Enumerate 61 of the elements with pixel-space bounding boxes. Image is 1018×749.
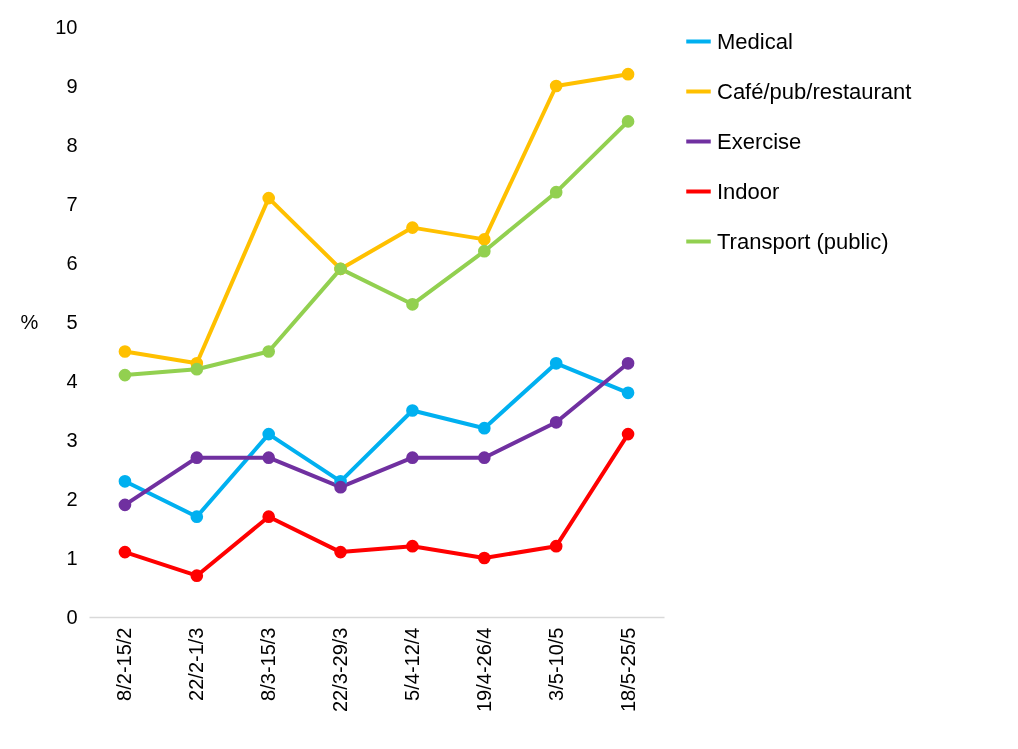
point bbox=[549, 185, 563, 199]
legend-label: Medical bbox=[717, 28, 793, 54]
legend-label: Café/pub/restaurant bbox=[717, 78, 912, 104]
point bbox=[190, 451, 204, 465]
x-tick-label: 8/3-15/3 bbox=[257, 627, 280, 701]
x-tick-label: 22/3-29/3 bbox=[329, 627, 352, 713]
point bbox=[406, 539, 419, 553]
point bbox=[549, 356, 563, 370]
point bbox=[406, 297, 419, 311]
point bbox=[406, 221, 419, 234]
legend-label: Indoor bbox=[717, 178, 780, 204]
point bbox=[262, 427, 276, 441]
x-tick-label: 18/5-25/5 bbox=[616, 627, 639, 713]
point bbox=[262, 451, 276, 465]
x-tick-label: 5/4-12/4 bbox=[400, 627, 423, 701]
point bbox=[406, 404, 419, 417]
point bbox=[190, 510, 204, 524]
y-tick-label: 10 bbox=[55, 15, 78, 38]
x-tick-label: 22/2-1/3 bbox=[185, 627, 208, 701]
point bbox=[118, 345, 132, 358]
point bbox=[118, 474, 132, 488]
y-tick-label: 1 bbox=[66, 546, 78, 569]
point bbox=[621, 386, 635, 400]
point bbox=[118, 545, 132, 559]
y-tick-label: 7 bbox=[66, 192, 78, 215]
x-tick-label: 3/5-10/5 bbox=[544, 627, 567, 701]
point bbox=[621, 67, 635, 81]
y-tick-label: 2 bbox=[66, 487, 78, 510]
point bbox=[190, 569, 204, 583]
y-tick-label: 9 bbox=[66, 74, 78, 97]
point bbox=[621, 356, 635, 370]
point bbox=[262, 510, 276, 524]
y-tick-label: 4 bbox=[66, 369, 78, 392]
point bbox=[549, 79, 563, 93]
point bbox=[477, 421, 491, 435]
legend-label: Exercise bbox=[717, 128, 802, 154]
y-tick-label: 5 bbox=[66, 310, 78, 333]
y-tick-label: 6 bbox=[66, 251, 78, 274]
x-tick-label: 8/2-15/2 bbox=[113, 627, 136, 701]
point bbox=[549, 539, 563, 553]
point bbox=[621, 115, 635, 128]
point bbox=[477, 451, 491, 465]
point bbox=[118, 368, 132, 382]
point bbox=[334, 480, 347, 494]
x-tick-label: 19/4-26/4 bbox=[472, 627, 495, 713]
point bbox=[262, 191, 276, 205]
y-tick-label: 0 bbox=[66, 605, 78, 628]
point bbox=[190, 362, 204, 376]
y-tick-label: 8 bbox=[66, 133, 78, 156]
point bbox=[118, 498, 132, 512]
point bbox=[334, 545, 347, 559]
point bbox=[262, 345, 276, 358]
y-axis-title: % bbox=[20, 310, 39, 333]
point bbox=[477, 244, 491, 258]
point bbox=[477, 233, 491, 246]
point bbox=[406, 451, 419, 465]
legend-label: Transport (public) bbox=[717, 228, 889, 254]
point bbox=[477, 551, 491, 565]
point bbox=[549, 415, 563, 429]
y-tick-label: 3 bbox=[66, 428, 78, 451]
point bbox=[621, 427, 635, 441]
